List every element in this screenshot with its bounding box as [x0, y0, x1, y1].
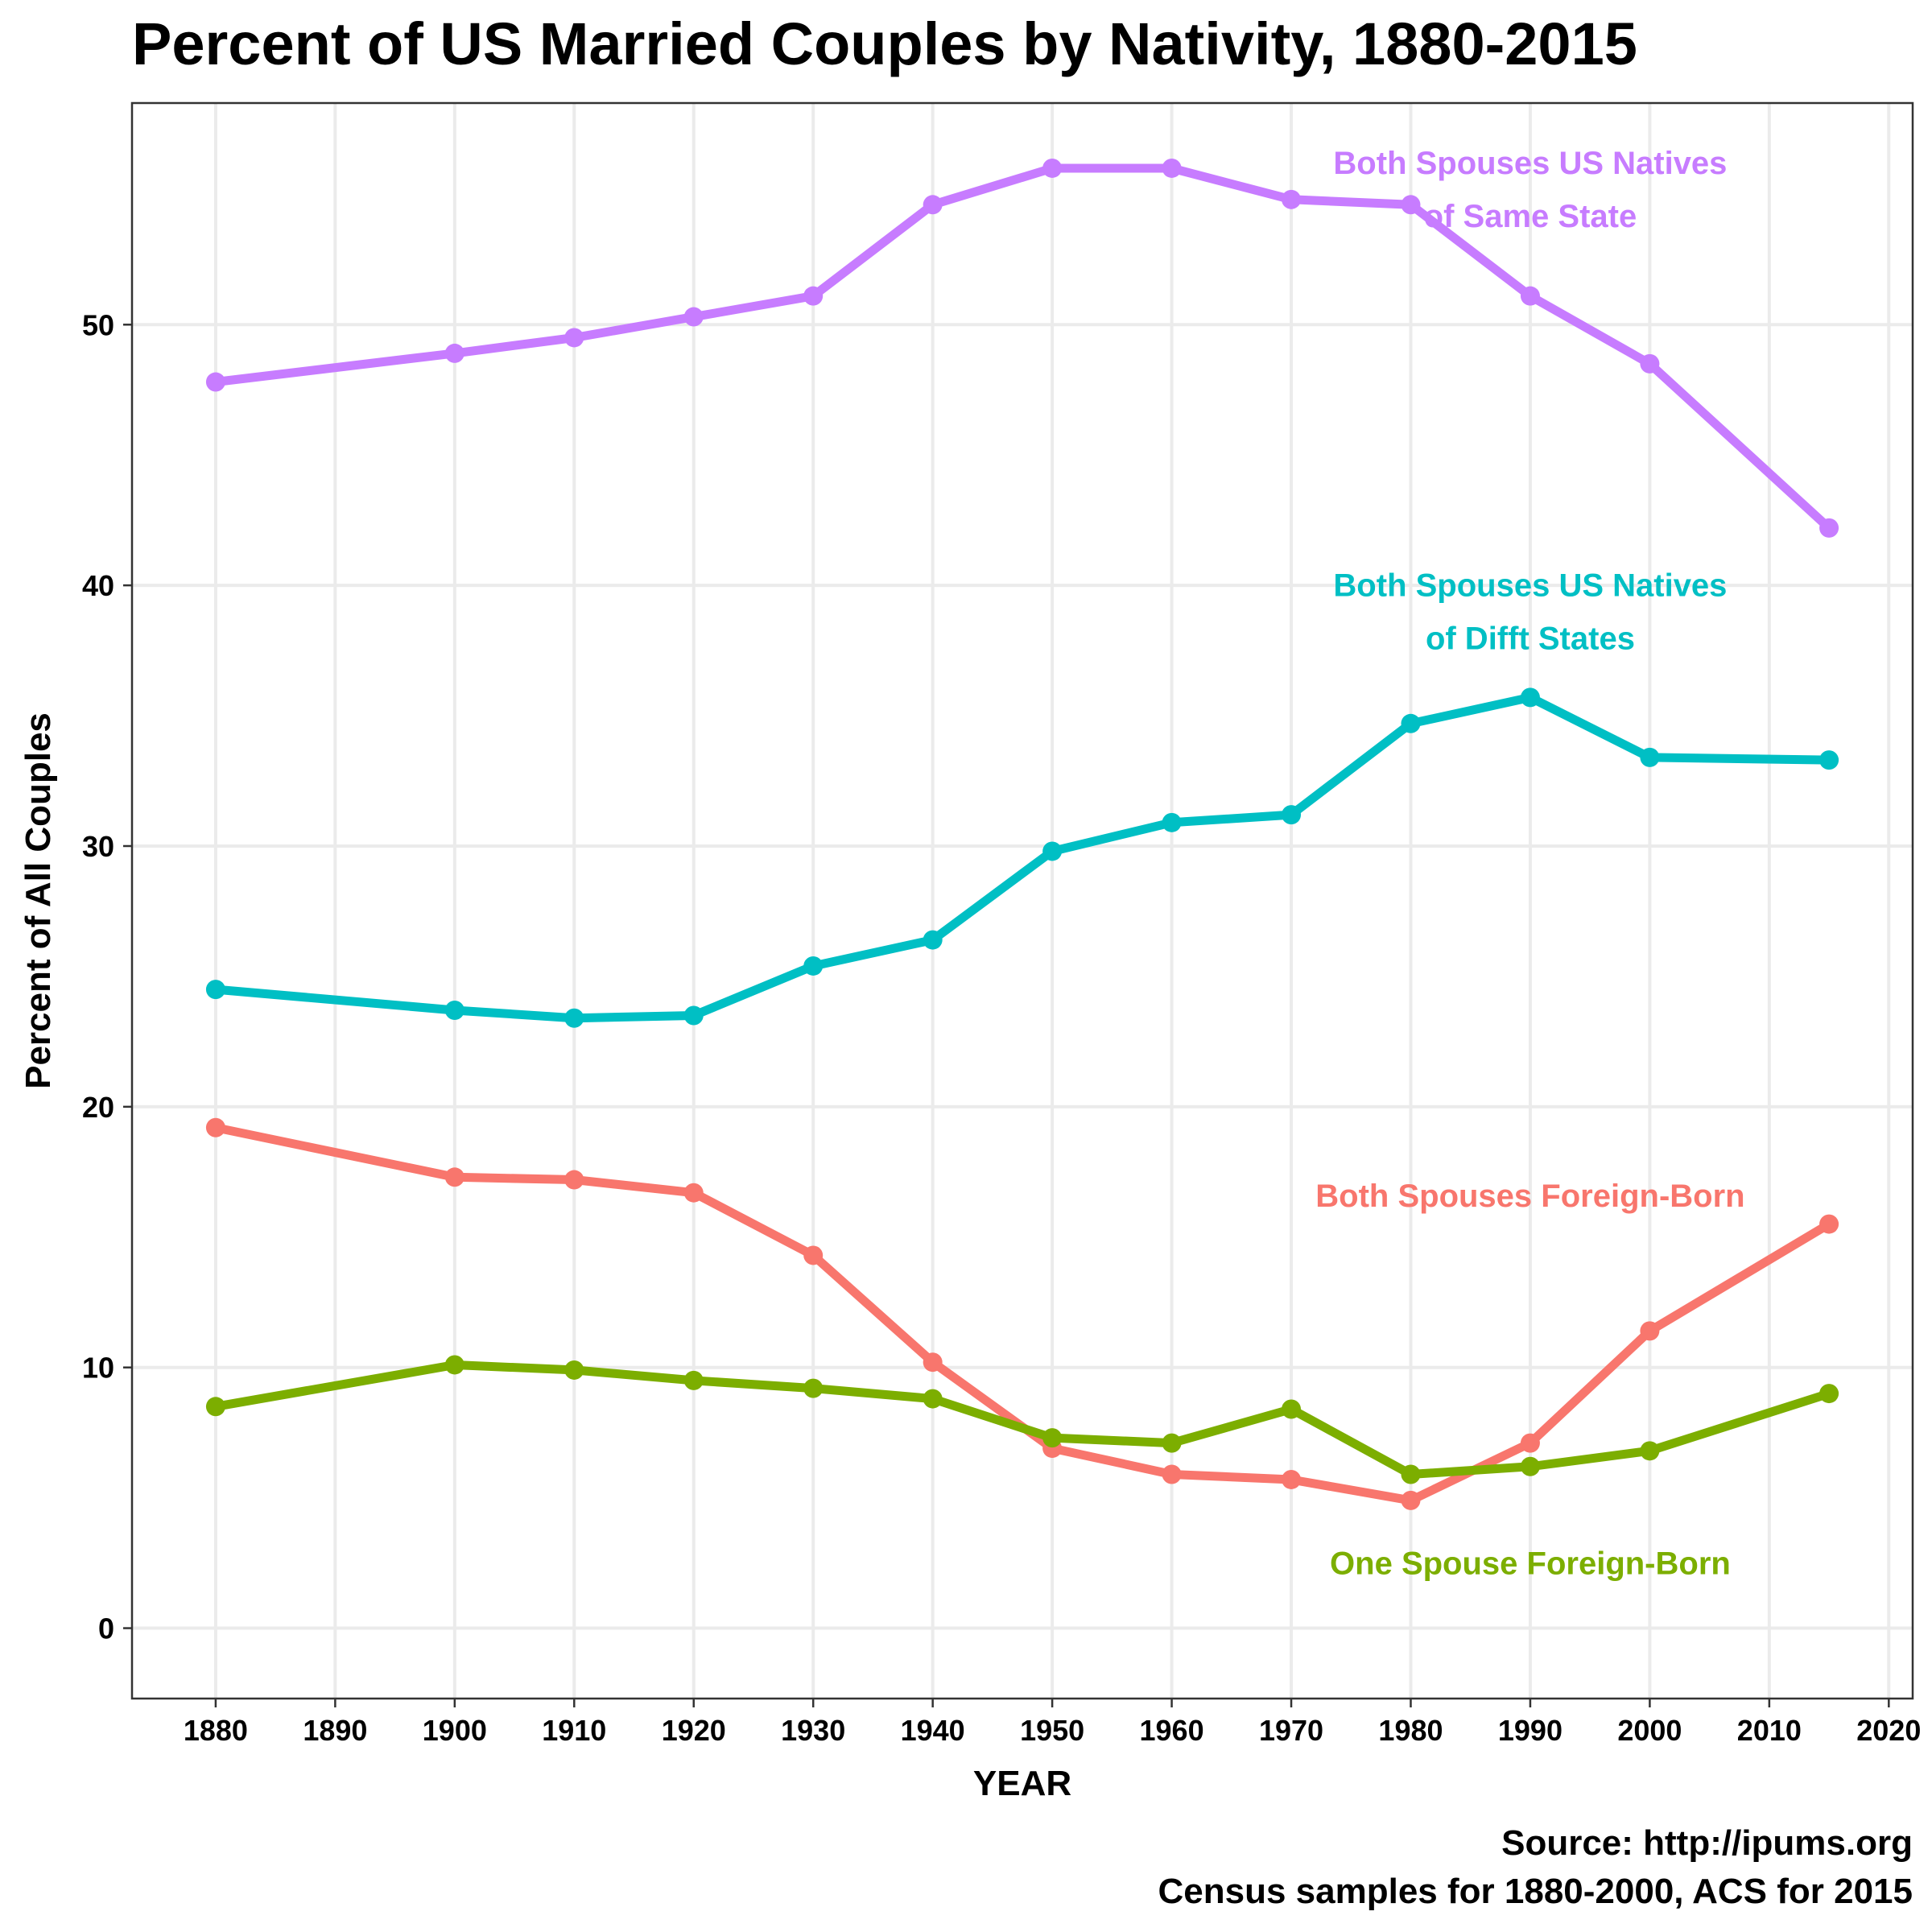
series-label: Both Spouses US Natives [1333, 146, 1727, 181]
data-point [1640, 1321, 1660, 1341]
data-point [205, 372, 225, 392]
data-point [1042, 841, 1063, 861]
data-point [683, 1370, 704, 1390]
y-tick-label: 0 [98, 1612, 114, 1645]
x-tick-label: 1880 [184, 1714, 248, 1747]
data-point [923, 1352, 943, 1373]
gridlines [132, 103, 1913, 1699]
samples-caption: Census samples for 1880-2000, ACS for 20… [1158, 1872, 1913, 1911]
plot-panel-border [130, 101, 1914, 1700]
y-tick-label: 10 [82, 1352, 114, 1385]
series-label: Both Spouses Foreign-Born [1315, 1179, 1744, 1214]
x-tick-label: 1980 [1378, 1714, 1443, 1747]
data-point [1819, 518, 1839, 538]
data-point [803, 1245, 824, 1265]
data-point [923, 195, 943, 215]
x-tick-label: 1930 [781, 1714, 845, 1747]
data-point [444, 1355, 464, 1375]
y-tick-label: 40 [82, 569, 114, 602]
series-group [205, 687, 1839, 1028]
data-point [803, 286, 824, 306]
data-point [1162, 1464, 1182, 1484]
data-point [1162, 812, 1182, 832]
x-tick-label: 1950 [1020, 1714, 1084, 1747]
data-point [923, 930, 943, 950]
data-point [205, 980, 225, 1000]
x-tick-label: 1910 [542, 1714, 606, 1747]
x-tick-label: 2020 [1856, 1714, 1921, 1747]
series-labels: Both Spouses US Natives of Same State Both… [1315, 146, 1744, 1582]
data-point [803, 1378, 824, 1398]
x-tick-label: 1920 [662, 1714, 726, 1747]
x-tick-label: 1940 [901, 1714, 965, 1747]
series-line [211, 1360, 1834, 1479]
data-point [683, 1005, 704, 1026]
data-point [1819, 1384, 1839, 1404]
data-point [564, 1360, 584, 1380]
data-point [1640, 1441, 1660, 1461]
data-point [1520, 687, 1540, 708]
data-point [1282, 1399, 1302, 1419]
x-tick-label: 1960 [1140, 1714, 1204, 1747]
data-point [444, 1001, 464, 1021]
data-point [923, 1389, 943, 1409]
series-line [211, 692, 1834, 1023]
series-label: of Same State [1424, 199, 1637, 234]
data-point [1401, 1464, 1421, 1484]
data-point [1401, 713, 1421, 733]
data-point [1162, 1433, 1182, 1453]
series-group [205, 158, 1839, 538]
series-label: One Spouse Foreign-Born [1330, 1546, 1731, 1582]
series-group [205, 1117, 1839, 1510]
data-point [205, 1397, 225, 1417]
x-tick-label: 2000 [1617, 1714, 1682, 1747]
series-lines [205, 158, 1839, 1510]
series-label: Both Spouses US Natives [1333, 568, 1727, 604]
data-point [683, 307, 704, 327]
data-point [1819, 1214, 1839, 1234]
source-caption: Source: http://ipums.org [1501, 1823, 1913, 1863]
data-point [1282, 805, 1302, 825]
data-point [1401, 1490, 1421, 1510]
data-point [1640, 747, 1660, 767]
data-point [1819, 750, 1839, 770]
data-point [444, 1167, 464, 1187]
x-axis-title: YEAR [973, 1764, 1071, 1803]
data-point [1162, 158, 1182, 178]
series-label: of Difft States [1426, 621, 1635, 657]
y-tick-label: 30 [82, 830, 114, 863]
x-tick-label: 2010 [1737, 1714, 1802, 1747]
data-point [1520, 1433, 1540, 1453]
data-point [1401, 195, 1421, 215]
data-point [444, 343, 464, 363]
x-tick-label: 1900 [423, 1714, 487, 1747]
x-tick-label: 1890 [303, 1714, 367, 1747]
data-point [1640, 353, 1660, 374]
data-point [1282, 1469, 1302, 1489]
data-point [1520, 286, 1540, 306]
data-point [205, 1117, 225, 1137]
data-point [1042, 158, 1063, 178]
data-point [564, 1008, 584, 1028]
data-point [803, 956, 824, 976]
y-tick-label: 20 [82, 1091, 114, 1124]
data-point [564, 328, 584, 348]
data-point [1282, 189, 1302, 209]
x-tick-label: 1990 [1498, 1714, 1563, 1747]
data-point [1520, 1456, 1540, 1476]
data-point [564, 1170, 584, 1190]
y-axis-title: Percent of All Couples [19, 712, 58, 1089]
axes: 1880 1890 1900 1910 1920 1930 1940 1950 1960 1970… [82, 308, 1921, 1747]
series-group [205, 1355, 1839, 1484]
y-tick-label: 50 [82, 308, 114, 341]
data-point [683, 1183, 704, 1203]
chart-title: Percent of US Married Couples by Nativit… [132, 10, 1637, 77]
data-point [1042, 1428, 1063, 1448]
x-tick-label: 1970 [1259, 1714, 1323, 1747]
